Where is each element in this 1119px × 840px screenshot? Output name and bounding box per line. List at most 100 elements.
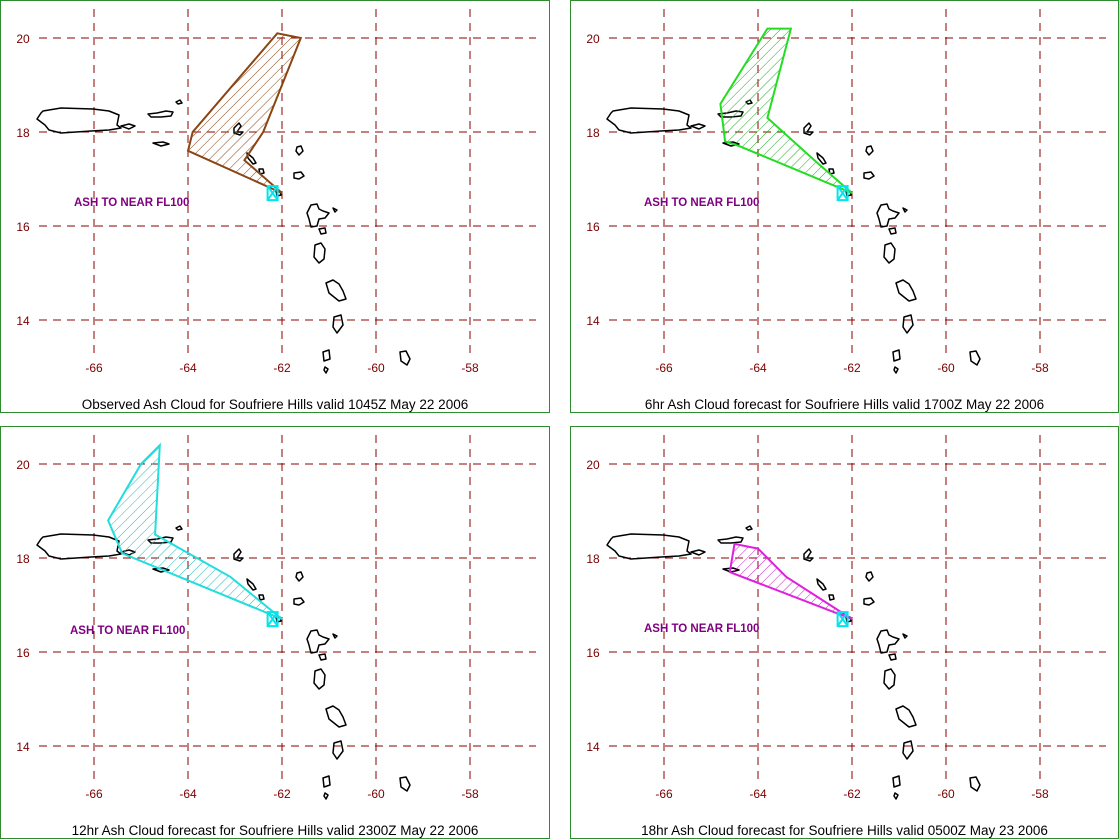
lat-tick-label: 14 (16, 740, 30, 754)
st-lucia-coast (332, 314, 344, 334)
lon-tick-label: -60 (367, 361, 385, 375)
virgin-islands-coast (147, 99, 183, 118)
st-vincent-coast (322, 349, 331, 374)
lat-tick-label: 16 (16, 220, 30, 234)
ash-cloud-polygon (106, 442, 283, 621)
antigua-coast (863, 171, 875, 180)
lon-tick-label: -60 (937, 361, 955, 375)
lat-tick-label: 18 (16, 552, 30, 566)
lat-tick-label: 18 (16, 126, 30, 140)
puerto-rico-coast (606, 107, 692, 134)
lon-tick-label: -64 (179, 361, 197, 375)
stkitts-nevis-coast (816, 578, 835, 601)
anguilla-stmartin-coast (803, 548, 814, 562)
st-lucia-coast (902, 740, 914, 760)
barbados-coast (969, 776, 981, 792)
puerto-rico-coast (606, 533, 692, 560)
panel-caption: Observed Ash Cloud for Soufriere Hills v… (81, 397, 469, 412)
antigua-coast (293, 171, 305, 180)
lon-tick-label: -66 (655, 787, 673, 801)
map-svg: -66 -64 -62 -60 -58 20 18 16 14 ASH TO NEAR FL100 (586, 9, 1106, 375)
ash-height-label: ASH TO NEAR FL100 (70, 625, 185, 637)
anguilla-stmartin-coast (803, 122, 814, 136)
antigua-coast (863, 597, 875, 606)
barbuda-coast (865, 571, 874, 582)
virgin-islands-coast (717, 525, 753, 544)
panel-12hr-forecast: -66 -64 -62 -60 -58 20 18 16 14 ASH TO NEAR FL100… (0, 426, 550, 839)
lon-tick-label: -60 (367, 787, 385, 801)
marie-galante-coast (318, 653, 327, 661)
volcano-marker-cross (266, 185, 279, 201)
lon-tick-label: -64 (749, 361, 767, 375)
marie-galante-coast (888, 227, 897, 235)
martinique-coast (325, 279, 347, 302)
lon-tick-label: -58 (1031, 787, 1049, 801)
barbuda-coast (865, 145, 874, 156)
ash-cloud-polygon (719, 27, 853, 195)
lat-tick-label: 20 (586, 32, 600, 46)
puerto-rico-coast (36, 107, 122, 134)
lat-tick-label: 14 (16, 314, 30, 328)
lat-tick-label: 18 (586, 126, 600, 140)
lon-tick-label: -62 (273, 787, 291, 801)
anguilla-stmartin-coast (233, 548, 244, 562)
st-vincent-coast (892, 775, 901, 800)
barbados-coast (969, 350, 981, 366)
lon-tick-label: -58 (461, 787, 479, 801)
volcano-marker (836, 185, 849, 202)
lon-tick-label: -62 (273, 361, 291, 375)
barbuda-coast (295, 571, 304, 582)
stkitts-nevis-coast (246, 578, 265, 601)
map-svg: -66 -64 -62 -60 -58 20 18 16 14 ASH TO NEAR FL100 (16, 9, 536, 375)
marie-galante-coast (318, 227, 327, 235)
vieques-coast (690, 123, 706, 130)
volcano-marker-cross (266, 611, 279, 627)
panel-caption: 12hr Ash Cloud forecast for Soufriere Hi… (71, 823, 479, 838)
guadeloupe-coast (876, 203, 908, 228)
ash-cloud-polygon (186, 32, 303, 195)
volcano-marker (266, 185, 279, 202)
lon-tick-label: -58 (461, 361, 479, 375)
ash-height-label: ASH TO NEAR FL100 (644, 623, 759, 635)
volcano-marker (266, 611, 279, 628)
ash-height-label: ASH TO NEAR FL100 (74, 197, 189, 209)
panel-18hr-forecast: -66 -64 -62 -60 -58 20 18 16 14 ASH TO NEAR FL100… (570, 426, 1119, 839)
barbuda-coast (295, 145, 304, 156)
lon-tick-label: -62 (843, 787, 861, 801)
lon-tick-label: -64 (749, 787, 767, 801)
dominica-coast (883, 242, 896, 264)
vieques-coast (690, 549, 706, 556)
barbados-coast (399, 776, 411, 792)
st-croix-coast (152, 141, 170, 147)
lat-tick-label: 14 (586, 314, 600, 328)
panel-caption: 6hr Ash Cloud forecast for Soufriere Hil… (644, 397, 1045, 412)
st-vincent-coast (322, 775, 331, 800)
marie-galante-coast (888, 653, 897, 661)
volcano-marker (836, 611, 849, 628)
lat-tick-label: 16 (16, 646, 30, 660)
ash-cloud-polygon (728, 542, 853, 621)
lat-tick-label: 14 (586, 740, 600, 754)
lat-tick-label: 18 (586, 552, 600, 566)
antigua-coast (293, 597, 305, 606)
martinique-coast (895, 705, 917, 728)
lon-tick-label: -60 (937, 787, 955, 801)
lon-tick-label: -66 (85, 361, 103, 375)
dominica-coast (313, 668, 326, 690)
martinique-coast (895, 279, 917, 302)
volcano-marker-cross (836, 611, 849, 627)
st-lucia-coast (902, 314, 914, 334)
lat-tick-label: 20 (586, 458, 600, 472)
map-svg: -66 -64 -62 -60 -58 20 18 16 14 ASH TO NEAR FL100 (16, 435, 536, 801)
lat-tick-label: 20 (16, 458, 30, 472)
panel-observed: -66 -64 -62 -60 -58 20 18 16 14 ASH TO NEAR FL100… (0, 0, 550, 413)
barbados-coast (399, 350, 411, 366)
lon-tick-label: -66 (85, 787, 103, 801)
martinique-coast (325, 705, 347, 728)
lat-tick-label: 20 (16, 32, 30, 46)
map-svg: -66 -64 -62 -60 -58 20 18 16 14 ASH TO NEAR FL100 (586, 435, 1106, 801)
lon-tick-label: -62 (843, 361, 861, 375)
st-lucia-coast (332, 740, 344, 760)
guadeloupe-coast (876, 629, 908, 654)
puerto-rico-coast (36, 533, 122, 560)
